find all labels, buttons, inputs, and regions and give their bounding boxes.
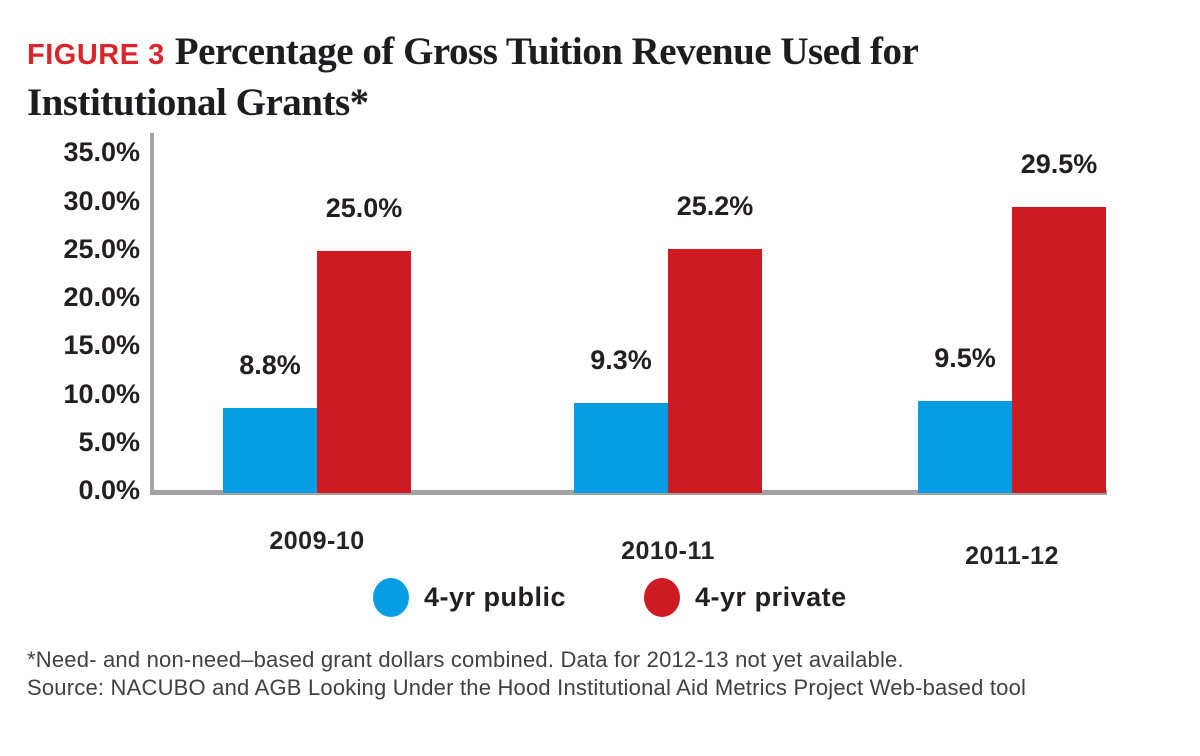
- x-axis-label-2010-11: 2010-11: [621, 537, 715, 565]
- legend-label: 4-yr private: [695, 582, 847, 612]
- legend-item-4-yr-public: 4-yr public: [373, 578, 566, 617]
- x-axis-label-2011-12: 2011-12: [965, 542, 1059, 570]
- figure-title-line1: Percentage of Gross Tuition Revenue Used…: [174, 30, 919, 73]
- chart-footnotes: *Need- and non-need–based grant dollars …: [27, 646, 1026, 702]
- y-axis-tick-label: 35.0%: [63, 137, 140, 168]
- y-axis-line: [150, 133, 154, 495]
- bar-4-yr-private-2011-12: [1012, 206, 1106, 493]
- legend-swatch-circle-icon: [644, 578, 681, 617]
- y-axis-tick-label: 30.0%: [63, 185, 140, 216]
- bar-value-label-4-yr-private-2009-10: 25.0%: [325, 192, 403, 223]
- y-axis-tick-label: 15.0%: [63, 330, 140, 361]
- y-axis-tick-label: 10.0%: [63, 378, 140, 409]
- figure-title: FIGURE 3 Percentage of Gross Tuition Reve…: [27, 30, 919, 132]
- y-axis-tick-label: 25.0%: [63, 233, 140, 264]
- source-line: Source: NACUBO and AGB Looking Under the…: [27, 675, 1027, 700]
- footnote-line: *Need- and non-need–based grant dollars …: [27, 647, 904, 672]
- chart-legend: 4-yr public 4-yr private: [373, 578, 847, 617]
- bar-4-yr-private-2009-10: [317, 250, 411, 493]
- x-axis-label-2009-10: 2009-10: [269, 527, 365, 555]
- y-axis-tick-label: 0.0%: [78, 475, 140, 505]
- bar-4-yr-public-2011-12: [918, 400, 1012, 493]
- bar-4-yr-public-2009-10: [223, 407, 317, 493]
- legend-swatch-circle-icon: [373, 578, 409, 617]
- figure-number-label: FIGURE 3: [27, 39, 165, 71]
- legend-label: 4-yr public: [424, 582, 567, 612]
- y-axis-tick-label: 20.0%: [63, 282, 140, 313]
- figure-title-line2: Institutional Grants*: [27, 81, 369, 124]
- bar-value-label-4-yr-public-2011-12: 9.5%: [934, 342, 996, 373]
- y-axis-tick-label: 5.0%: [78, 426, 140, 457]
- bar-value-label-4-yr-public-2010-11: 9.3%: [590, 344, 652, 375]
- bar-4-yr-private-2010-11: [668, 248, 762, 493]
- bar-value-label-4-yr-private-2010-11: 25.2%: [676, 190, 754, 221]
- bar-value-label-4-yr-public-2009-10: 8.8%: [239, 349, 301, 380]
- bar-value-label-4-yr-private-2011-12: 29.5%: [1020, 148, 1098, 179]
- bar-4-yr-public-2010-11: [574, 402, 668, 493]
- legend-item-4-yr-private: 4-yr private: [644, 578, 847, 617]
